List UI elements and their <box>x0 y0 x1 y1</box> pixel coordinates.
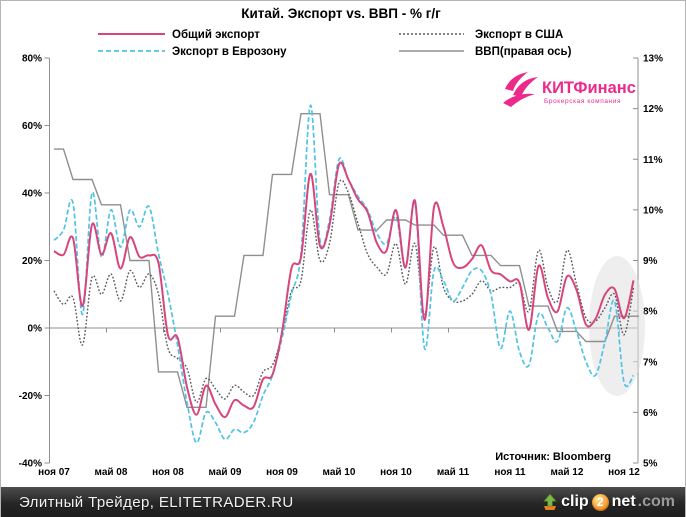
series-line-eurozone-exports <box>53 104 635 444</box>
right-axis-tick-label: 11% <box>643 155 663 166</box>
clip2net-text-net: net <box>611 493 636 510</box>
clip2net-text-com: .com <box>637 493 675 510</box>
x-axis-tick-label: май 10 <box>323 467 356 478</box>
chart-title: Китай. Экспорт vs. ВВП - % г/г <box>241 6 441 21</box>
clip2net-text-2: 2 <box>591 493 609 511</box>
legend-label-total-exports: Общий экспорт <box>172 29 260 41</box>
series-line-usa-exports <box>53 179 635 404</box>
kit-finance-logo-subtitle: Брокерская компания <box>544 98 621 105</box>
left-axis-tick-label: 80% <box>22 54 42 65</box>
left-axis-tick-label: 0% <box>28 324 43 335</box>
bottom-bar: Элитный Трейдер, ELITETRADER.RU clip 2 n… <box>1 487 685 517</box>
left-axis-tick-label: -40% <box>19 459 42 470</box>
x-axis-tick-label: май 11 <box>437 467 470 478</box>
left-axis-tick-label: 20% <box>22 256 42 267</box>
x-axis-tick-label: ноя 08 <box>152 467 184 478</box>
right-axis-tick-label: 7% <box>643 357 658 368</box>
left-axis-tick-label: 40% <box>22 189 42 200</box>
clip2net-text-clip: clip <box>561 493 589 510</box>
highlight-ellipse <box>589 256 645 396</box>
x-axis-tick-label: ноя 11 <box>494 467 526 478</box>
right-axis-tick-label: 13% <box>643 54 663 65</box>
legend-label-eurozone-exports: Экспорт в Еврозону <box>172 46 287 58</box>
kit-finance-logo: КИТФинанс Брокерская компания <box>503 72 636 107</box>
right-axis-tick-label: 9% <box>643 256 658 267</box>
right-axis-tick-label: 12% <box>643 104 663 115</box>
x-axis-tick-label: май 08 <box>95 467 128 478</box>
source-note: Источник: Bloomberg <box>495 451 611 463</box>
x-axis-tick-label: ноя 07 <box>38 467 70 478</box>
site-watermark: Элитный Трейдер, ELITETRADER.RU <box>19 493 294 511</box>
x-axis-labels: ноя 07 май 08 ноя 08 май 09 ноя 09 май 10 ноя … <box>38 467 640 478</box>
left-axis-labels: 80% 60% 40% 20% 0% -20% -40% <box>19 54 42 470</box>
right-axis-labels: 13% 12% 11% 10% 9% 8% 7% 6% 5% <box>643 54 663 470</box>
left-axis-tick-label: 60% <box>22 121 42 132</box>
clip2net-upload-icon <box>543 493 557 510</box>
right-axis-tick-label: 6% <box>643 408 658 419</box>
x-axis-tick-label: ноя 10 <box>380 467 412 478</box>
legend-label-gdp: ВВП(правая ось) <box>475 46 572 58</box>
clip2net-logo[interactable]: clip 2 net .com <box>541 493 675 511</box>
china-export-gdp-chart: Китай. Экспорт vs. ВВП - % г/г Общий экс… <box>19 6 663 478</box>
axes <box>44 57 639 464</box>
kit-finance-logo-text: КИТФинанс <box>542 79 636 97</box>
x-axis-tick-label: май 12 <box>551 467 584 478</box>
right-axis-tick-label: 10% <box>643 205 663 216</box>
legend-label-usa-exports: Экспорт в США <box>475 29 563 41</box>
x-axis-tick-label: ноя 12 <box>608 467 640 478</box>
kit-finance-logo-icon <box>503 72 538 107</box>
chart-area: Китай. Экспорт vs. ВВП - % г/г Общий экс… <box>1 1 685 488</box>
chart-legend: Общий экспорт Экспорт в Еврозону Экспорт… <box>98 29 572 58</box>
series-line-gdp <box>54 113 639 408</box>
left-axis-tick-label: -20% <box>19 391 42 402</box>
series-line-total-exports <box>53 161 635 419</box>
x-axis-tick-label: ноя 09 <box>266 467 298 478</box>
right-axis-tick-label: 8% <box>643 307 658 318</box>
x-axis-tick-label: май 09 <box>209 467 242 478</box>
right-axis-tick-label: 5% <box>643 459 658 470</box>
